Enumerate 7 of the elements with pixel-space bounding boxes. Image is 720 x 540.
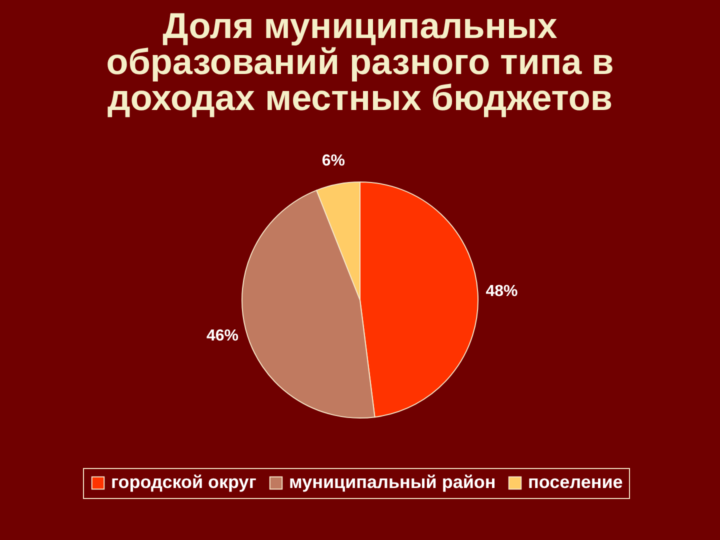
chart-title: Доля муниципальных образований разного типа в доходах местных бюджетов xyxy=(106,5,614,118)
legend-label: муниципальный район xyxy=(289,472,496,492)
legend-label: поселение xyxy=(528,472,623,492)
data-label: 6% xyxy=(322,152,345,170)
data-label: 46% xyxy=(206,327,238,344)
legend-label: городской округ xyxy=(111,472,257,492)
data-label: 48% xyxy=(486,283,518,300)
